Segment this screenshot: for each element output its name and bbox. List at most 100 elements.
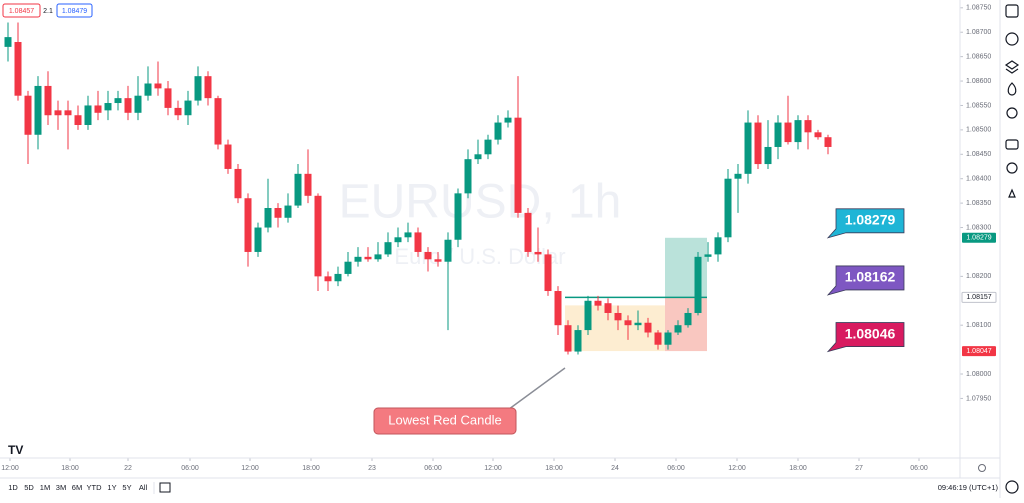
y-tick-label: 1.08400	[966, 176, 991, 183]
candle-body	[454, 193, 462, 240]
candle-body	[684, 312, 692, 326]
ideas-icon[interactable]	[1006, 107, 1018, 119]
candle-body	[254, 227, 262, 252]
annotation-label: 1.08162	[845, 269, 896, 285]
candle-body	[504, 117, 512, 123]
spread: 2.1	[43, 8, 53, 15]
plot	[4, 7, 963, 461]
y-tick-label: 1.07950	[966, 395, 991, 402]
x-tick-label: 18:00	[789, 465, 807, 472]
candle-body	[624, 320, 632, 326]
candle-body	[224, 144, 232, 169]
range-button[interactable]: All	[139, 483, 148, 492]
x-tick-label: 24	[611, 465, 619, 472]
y-tick-label: 1.08700	[966, 29, 991, 36]
hotlist-icon[interactable]	[1007, 82, 1017, 96]
candle-body	[704, 254, 712, 257]
candle-body	[654, 332, 662, 345]
candle-body	[714, 237, 722, 255]
candle-body	[734, 173, 742, 179]
help-icon[interactable]	[1005, 480, 1019, 494]
candle-body	[294, 173, 302, 206]
candle-body	[744, 122, 752, 174]
watchlist-icon[interactable]	[1005, 4, 1019, 18]
candle-body	[374, 254, 382, 260]
candle-body	[524, 212, 532, 252]
annotation-label: 1.08279	[845, 211, 896, 227]
chat-icon[interactable]	[1005, 139, 1019, 150]
x-tick-label: 18:00	[545, 465, 563, 472]
bid-box[interactable]	[2, 3, 41, 18]
notifications-icon[interactable]	[1008, 188, 1016, 198]
x-tick-label: 06:00	[181, 465, 199, 472]
x-tick-label: 06:00	[667, 465, 685, 472]
price-tag	[962, 232, 996, 243]
range-button[interactable]: 5D	[24, 483, 34, 492]
callout-box	[373, 407, 517, 435]
range-button[interactable]: 6M	[72, 483, 82, 492]
x-tick-label: 12:00	[241, 465, 259, 472]
range-button[interactable]: 5Y	[122, 483, 131, 492]
x-tick-label: 22	[124, 465, 132, 472]
x-tick-label: 27	[855, 465, 863, 472]
candle-body	[364, 256, 372, 260]
range-button[interactable]: 3M	[56, 483, 66, 492]
candle-body	[584, 300, 592, 331]
watermark-title: EURUSD, 1h	[339, 176, 622, 229]
price-tag	[961, 291, 997, 303]
bottom-bar: 1D 5D 1M 3M 6M YTD 1Y 5Y All	[8, 482, 155, 494]
settings-icon[interactable]	[978, 464, 986, 472]
range-button[interactable]: 1D	[8, 483, 18, 492]
y-tick-label: 1.08500	[966, 127, 991, 134]
range-button[interactable]: 1M	[40, 483, 50, 492]
candle-body	[824, 137, 832, 147]
y-tick-label: 1.08350	[966, 200, 991, 207]
y-tick-label: 1.08650	[966, 53, 991, 60]
candle-body	[324, 276, 332, 282]
candle-body	[174, 107, 182, 116]
layers-icon[interactable]	[1004, 60, 1020, 74]
candle-body	[674, 325, 682, 333]
callout-label: Lowest Red Candle	[388, 412, 501, 427]
candle-body	[44, 85, 52, 116]
x-tick-label: 06:00	[910, 465, 928, 472]
candle-body	[404, 232, 412, 238]
annotation-box	[826, 208, 905, 239]
candle-body	[564, 325, 572, 352]
y-tick-label: 1.08100	[966, 322, 991, 329]
candle-body	[104, 103, 112, 111]
candle-body	[204, 76, 212, 99]
annotation-box	[826, 265, 905, 296]
x-tick-label: 06:00	[424, 465, 442, 472]
candle-body	[334, 273, 342, 282]
candle-body	[64, 110, 72, 116]
candle-body	[804, 120, 812, 133]
alerts-icon[interactable]	[1005, 32, 1019, 46]
candle-body	[814, 132, 822, 138]
candle-body	[94, 105, 102, 113]
range-button[interactable]: 1Y	[107, 483, 116, 492]
streams-icon[interactable]	[1006, 162, 1018, 174]
ask-box[interactable]	[56, 3, 93, 18]
x-tick-label: 12:00	[1, 465, 19, 472]
candle-body	[244, 198, 252, 252]
candle-body	[494, 122, 502, 140]
y-tick-label: 1.08200	[966, 273, 991, 280]
date-range-icon[interactable]	[159, 482, 171, 493]
candle-body	[754, 122, 762, 165]
clock: 09:46:19 (UTC+1)	[938, 483, 999, 492]
y-tick-label: 1.08750	[966, 5, 991, 12]
candle-body	[444, 239, 452, 262]
y-tick-label: 1.08300	[966, 224, 991, 231]
candle-body	[34, 85, 42, 135]
y-tick-label: 1.08550	[966, 102, 991, 109]
logo: TV	[8, 443, 23, 457]
candle-body	[134, 95, 142, 113]
candle-body	[414, 232, 422, 252]
candle-body	[434, 259, 442, 262]
candle-body	[784, 122, 792, 143]
candle-body	[314, 195, 322, 277]
range-button[interactable]: YTD	[87, 483, 103, 492]
candle-body	[534, 251, 542, 255]
